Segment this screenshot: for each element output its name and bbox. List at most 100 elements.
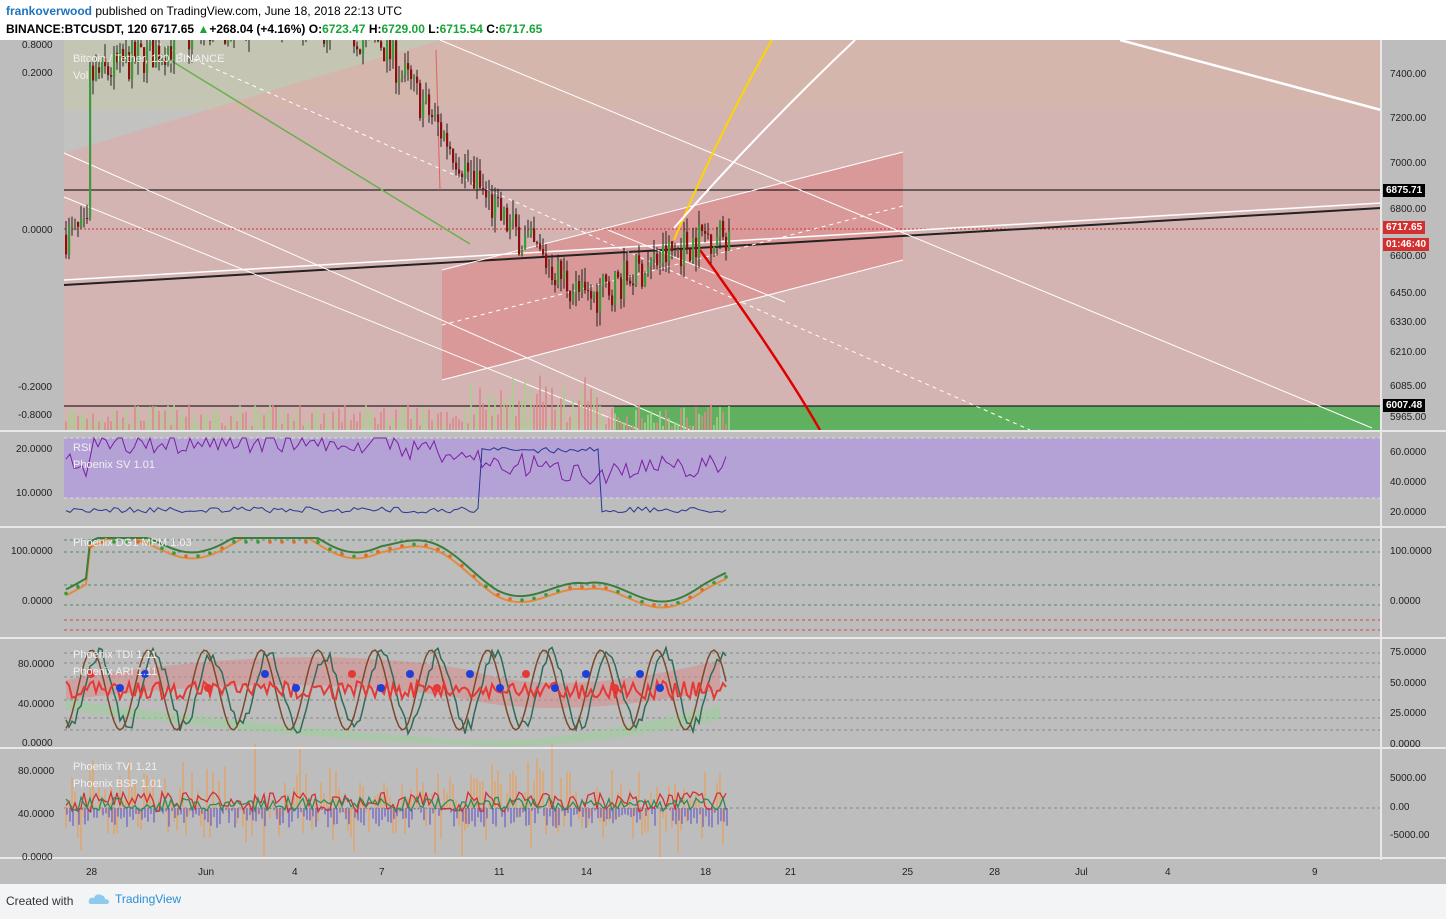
dg-dot xyxy=(700,587,704,592)
candle-body xyxy=(536,242,539,244)
candle-body xyxy=(155,45,158,68)
volume-bar xyxy=(131,422,133,430)
x-tick: Jul xyxy=(1075,867,1088,878)
dg-dot xyxy=(124,540,128,544)
dg-dot xyxy=(304,540,308,544)
volume-bar xyxy=(233,408,235,430)
candle-body xyxy=(440,122,443,139)
candle-body xyxy=(548,266,551,268)
dg-dot xyxy=(640,599,644,604)
volume-bar xyxy=(461,421,463,430)
candle-body xyxy=(635,255,638,286)
volume-bar xyxy=(311,412,313,430)
candle-body xyxy=(569,291,572,302)
volume-bar xyxy=(725,424,727,430)
candle-body xyxy=(512,214,515,222)
candle-body xyxy=(167,46,170,66)
volume-bar xyxy=(290,416,292,430)
candle-body xyxy=(158,45,161,63)
volume-bar xyxy=(521,400,523,430)
tradingview-link[interactable]: TradingView xyxy=(88,892,181,906)
chart-svg[interactable] xyxy=(0,40,1446,884)
candle-body xyxy=(380,41,383,48)
volume-bar xyxy=(185,416,187,430)
volume-bar xyxy=(632,425,634,430)
candle-body xyxy=(425,94,428,102)
x-tick: 28 xyxy=(989,867,1001,878)
candle-body xyxy=(398,78,401,83)
chart-area[interactable]: Bitcoin / Tether, 120, BINANCE Vol RSI P… xyxy=(0,40,1446,884)
ari-dot xyxy=(656,684,664,692)
candle-body xyxy=(557,260,560,286)
candle-body xyxy=(632,283,635,286)
volume-bar xyxy=(536,393,538,430)
volume-bar xyxy=(575,413,577,430)
volume-bar xyxy=(473,414,475,430)
candle-body xyxy=(527,233,530,237)
volume-bar xyxy=(107,416,109,430)
volume-bar xyxy=(158,411,160,430)
candle-body xyxy=(164,57,167,66)
right-tick: 6330.00 xyxy=(1390,317,1427,328)
volume-bar xyxy=(242,412,244,430)
ari-dot xyxy=(466,670,474,678)
volume-bar xyxy=(440,412,442,430)
channel-edge xyxy=(439,40,1373,429)
volume-bar xyxy=(263,415,265,430)
volume-bar xyxy=(296,410,298,430)
volume-bar xyxy=(377,424,379,430)
dg-dot xyxy=(724,575,728,579)
volume-bar xyxy=(506,404,508,430)
right-tick: 5965.00 xyxy=(1390,412,1427,423)
candle-body xyxy=(590,291,593,299)
volume-bar xyxy=(539,375,541,430)
volume-bar xyxy=(383,407,385,430)
volume-bar xyxy=(482,403,484,430)
candle-body xyxy=(65,234,68,255)
dg-dot xyxy=(268,540,272,544)
candle-body xyxy=(551,266,554,281)
volume-bar xyxy=(416,407,418,430)
candle-body xyxy=(323,40,326,44)
candle-body xyxy=(638,255,641,264)
volume-bar xyxy=(563,385,565,430)
volume-bar xyxy=(380,411,382,430)
candle-body xyxy=(566,270,569,292)
volume-bar xyxy=(218,412,220,430)
candle-body xyxy=(110,75,113,77)
volume-bar xyxy=(173,405,175,430)
dg-dot xyxy=(196,554,200,558)
candle-body xyxy=(659,262,662,266)
author-link[interactable]: frankoverwood xyxy=(6,4,93,18)
candle-body xyxy=(530,228,533,234)
candle-body xyxy=(491,194,494,219)
candle-body xyxy=(686,231,689,249)
volume-bar xyxy=(395,409,397,430)
candle-body xyxy=(80,218,83,227)
trendline-black xyxy=(63,207,1382,286)
left-tick: 100.0000 xyxy=(11,546,53,557)
dg-dot xyxy=(484,584,488,589)
right-tick: 75.0000 xyxy=(1390,647,1427,658)
candle-body xyxy=(143,47,146,73)
candle-body xyxy=(716,236,719,247)
rsi-pane-subtitle: Phoenix SV 1.01 xyxy=(73,459,155,471)
candle-body xyxy=(131,41,134,80)
volume-bar xyxy=(146,420,148,430)
candle-body xyxy=(671,241,674,252)
right-tick: 50.0000 xyxy=(1390,678,1427,689)
tradingview-brand: TradingView xyxy=(115,892,182,906)
right-tick: 40.0000 xyxy=(1390,477,1427,488)
tdi-pane-subtitle: Phoenix ARI 1.11 xyxy=(73,666,158,678)
ari-dot xyxy=(611,684,619,692)
candle-body xyxy=(422,101,425,118)
dg-dot xyxy=(556,588,560,593)
volume-bar xyxy=(194,413,196,430)
dg-dot xyxy=(64,591,68,596)
volume-bar xyxy=(464,408,466,430)
candle-body xyxy=(134,41,137,62)
volume-bar xyxy=(605,424,607,430)
volume-bar xyxy=(305,421,307,430)
candle-body xyxy=(119,48,122,63)
volume-bar xyxy=(641,417,643,430)
